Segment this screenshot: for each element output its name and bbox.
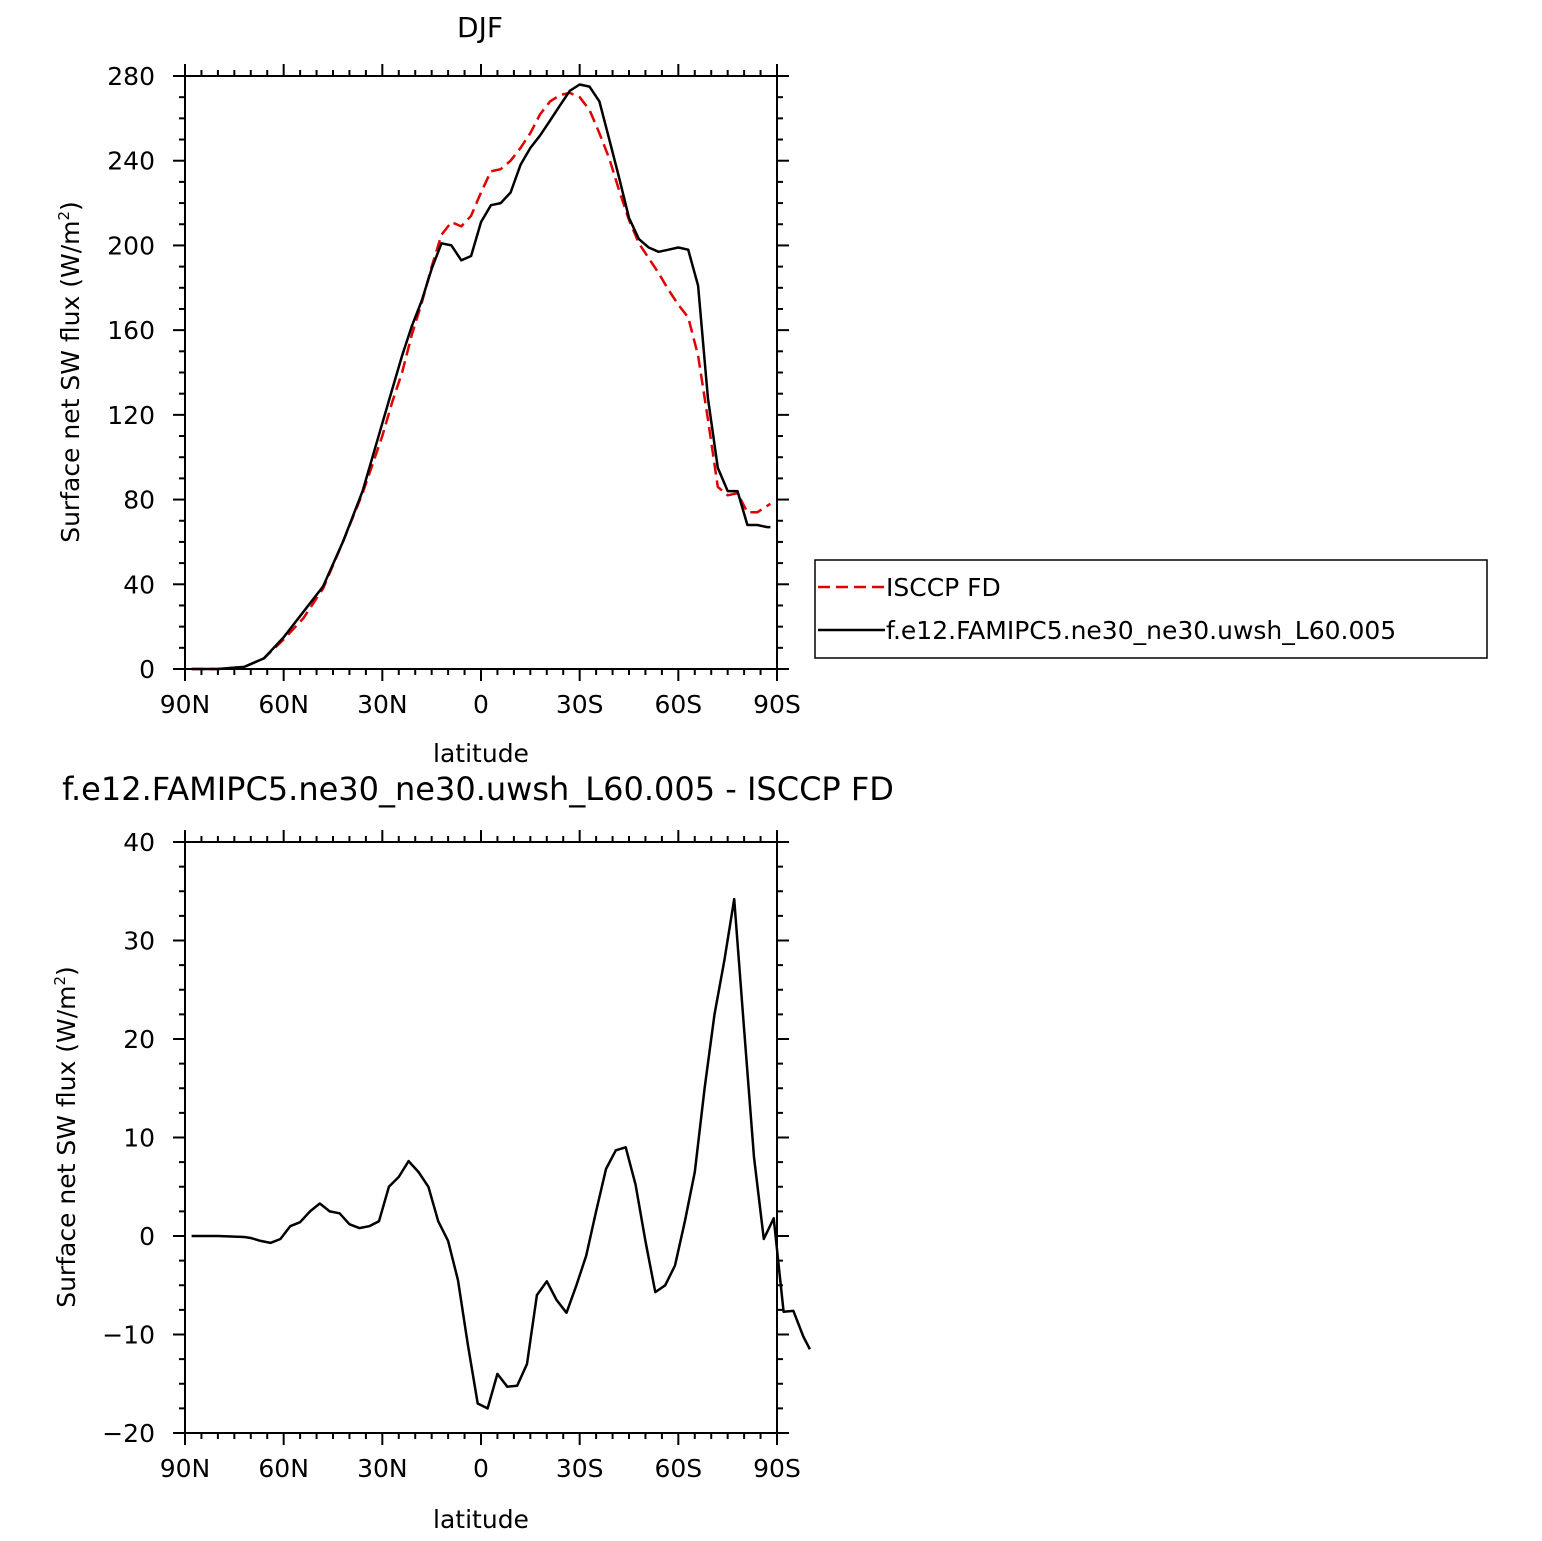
top-series-line-0 (191, 91, 772, 671)
top-y-tick-label: 200 (107, 231, 155, 260)
top-y-tick-label: 280 (107, 62, 155, 91)
top-y-tick-label: 120 (107, 401, 155, 430)
top-chart-title: DJF (457, 11, 503, 44)
top-plot-content (191, 83, 772, 671)
bottom-y-tick-label: 30 (123, 927, 155, 956)
top-plot-frame (184, 75, 778, 670)
bottom-x-tick-label: 30S (556, 1454, 604, 1483)
bottom-y-tick-label: 0 (139, 1222, 155, 1251)
top-y-tick-label: 0 (139, 655, 155, 684)
top-y-axis-label: Surface net SW flux (W/m2) (55, 201, 85, 543)
top-x-tick-label: 60N (258, 690, 309, 719)
legend-label-model: f.e12.FAMIPC5.ne30_ne30.uwsh_L60.005 (886, 616, 1396, 645)
top-x-tick-label: 60S (654, 690, 702, 719)
top-x-tick-label: 90S (753, 690, 801, 719)
bottom-y-tick-label: 10 (123, 1124, 155, 1153)
legend-label-isccp: ISCCP FD (886, 573, 1001, 602)
legend-box (814, 559, 1488, 659)
bottom-series-line-0 (191, 897, 812, 1410)
bottom-x-tick-label: 30N (357, 1454, 408, 1483)
top-x-axis-label: latitude (433, 739, 529, 768)
top-x-tick-label: 30S (556, 690, 604, 719)
bottom-x-axis-label: latitude (433, 1505, 529, 1534)
bottom-y-tick-label: −10 (102, 1321, 155, 1350)
top-y-tick-label: 80 (123, 486, 155, 515)
top-axis-ticks: 90N 60N 30N 0 30S 60S 90S 0 40 80 120 160 200 240 280 (107, 62, 801, 719)
bottom-y-tick-label: 20 (123, 1025, 155, 1054)
legend: ISCCP FD f.e12.FAMIPC5.ne30_ne30.uwsh_L6… (814, 559, 1488, 659)
bottom-axis-ticks: 90N 60N 30N 0 30S 60S 90S −20 −10 0 10 20 30 40 (102, 828, 801, 1483)
bottom-x-tick-label: 60N (258, 1454, 309, 1483)
bottom-panel: f.e12.FAMIPC5.ne30_ne30.uwsh_L60.005 - I… (51, 770, 894, 1534)
bottom-x-tick-label: 90S (753, 1454, 801, 1483)
top-x-tick-label: 30N (357, 690, 408, 719)
bottom-chart-title: f.e12.FAMIPC5.ne30_ne30.uwsh_L60.005 - I… (62, 770, 894, 808)
top-x-tick-label: 90N (160, 690, 211, 719)
bottom-y-tick-label: 40 (123, 828, 155, 857)
top-series-line-1 (191, 83, 771, 671)
bottom-y-tick-label: −20 (102, 1419, 155, 1448)
bottom-x-tick-label: 90N (160, 1454, 211, 1483)
bottom-plot-content (191, 897, 812, 1410)
top-y-tick-label: 240 (107, 147, 155, 176)
bottom-x-tick-label: 0 (473, 1454, 489, 1483)
bottom-x-tick-label: 60S (654, 1454, 702, 1483)
top-x-tick-label: 0 (473, 690, 489, 719)
top-panel: DJF 90N 60N 30N 0 30S 60S 90S 0 40 80 120 160 200 240… (55, 11, 801, 768)
bottom-y-axis-label: Surface net SW flux (W/m2) (51, 966, 81, 1308)
top-y-tick-label: 160 (107, 316, 155, 345)
bottom-plot-frame (184, 841, 778, 1434)
top-y-tick-label: 40 (123, 570, 155, 599)
